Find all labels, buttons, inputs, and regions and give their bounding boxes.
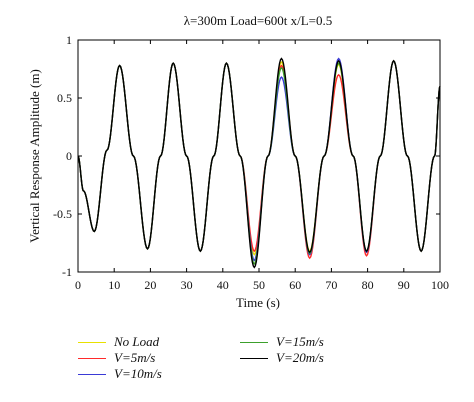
legend-swatch-v10 — [78, 373, 106, 375]
legend-item-v15: V=15m/s — [240, 334, 324, 350]
x-tick-label: 50 — [253, 278, 265, 292]
y-tick-label: -1 — [62, 265, 72, 279]
legend-swatch-v20 — [240, 357, 268, 359]
x-tick-label: 60 — [289, 278, 301, 292]
y-tick-label: 1 — [66, 33, 72, 47]
legend-label-v10: V=10m/s — [114, 366, 162, 381]
x-tick-label: 0 — [75, 278, 81, 292]
y-tick-label: 0 — [66, 149, 72, 163]
x-tick-label: 90 — [398, 278, 410, 292]
series-line-v-20m-s — [77, 57, 441, 269]
plot-area — [77, 57, 441, 269]
legend-swatch-v5 — [78, 357, 106, 359]
legend-label-no-load: No Load — [114, 334, 160, 349]
legend-label-v15: V=15m/s — [276, 334, 324, 349]
x-axis-ticks: 0 10 20 30 40 50 60 70 80 90 100 — [75, 40, 449, 292]
chart-title: λ=300m Load=600t x/L=0.5 — [184, 13, 333, 28]
legend-swatch-v15 — [240, 341, 268, 343]
legend-label-v5: V=5m/s — [114, 350, 156, 365]
legend-item-v20: V=20m/s — [240, 350, 324, 366]
x-tick-label: 30 — [181, 278, 193, 292]
y-axis-label: Vertical Response Amplitude (m) — [27, 69, 42, 243]
y-tick-label: 0.5 — [57, 91, 72, 105]
x-axis-label: Time (s) — [236, 295, 280, 310]
x-tick-label: 40 — [217, 278, 229, 292]
legend-swatch-no-load — [78, 341, 106, 343]
x-tick-label: 100 — [431, 278, 449, 292]
x-tick-label: 10 — [108, 278, 120, 292]
legend-label-v20: V=20m/s — [276, 350, 324, 365]
x-tick-label: 70 — [325, 278, 337, 292]
legend-item-v10: V=10m/s — [78, 366, 162, 382]
x-tick-label: 20 — [144, 278, 156, 292]
y-tick-label: -0.5 — [53, 207, 72, 221]
y-axis-ticks: 1 0.5 0 -0.5 -1 — [53, 33, 440, 279]
x-tick-label: 80 — [362, 278, 374, 292]
legend-item-no-load: No Load — [78, 334, 159, 350]
legend-item-v5: V=5m/s — [78, 350, 155, 366]
